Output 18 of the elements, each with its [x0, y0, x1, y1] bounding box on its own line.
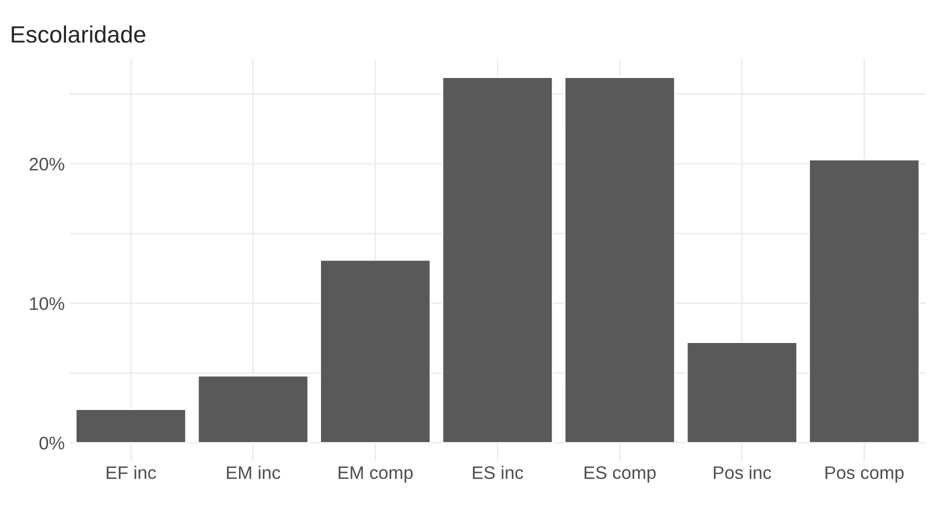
bar	[686, 342, 798, 444]
y-tick-label: 20%	[30, 158, 64, 171]
y-tick-label: 10%	[30, 297, 64, 310]
x-tick-label: EM comp	[338, 466, 413, 483]
bar	[197, 375, 309, 444]
bar	[75, 408, 187, 444]
x-tick-label: EF inc	[106, 466, 156, 480]
bar	[320, 259, 432, 444]
x-tick-label: ES inc	[472, 466, 524, 480]
bar	[808, 158, 920, 444]
x-tick-label: Pos comp	[826, 466, 904, 483]
x-tick-label: ES comp	[584, 466, 656, 483]
chart-title: Escolaridade	[12, 25, 146, 43]
x-tick-label: Pos inc	[714, 466, 772, 480]
x-tick-label: EM inc	[226, 466, 280, 480]
bar	[442, 76, 554, 444]
y-tick-label: 0%	[40, 436, 64, 450]
bar	[564, 76, 676, 444]
